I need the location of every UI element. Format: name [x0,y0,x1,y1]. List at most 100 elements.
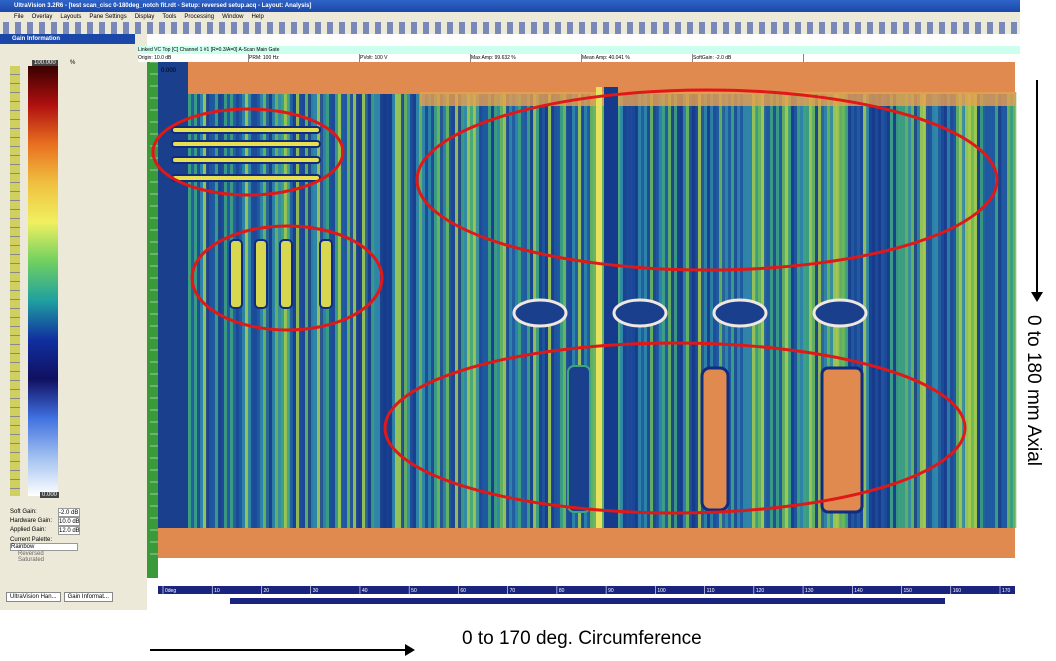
flaw-blob [812,298,868,328]
menu-item[interactable]: Tools [162,14,177,20]
scan-stripe [275,92,281,528]
scan-stripe [875,92,881,528]
gain-value: 12.0 dB [58,526,80,535]
menu-bar: File Overlay Layouts Pane Settings Display To… [0,12,1020,22]
scan-footer [158,558,1015,586]
x-label: 110 [707,588,715,594]
scan-stripe [800,92,806,528]
x-label: 70 [510,588,516,594]
scan-stripe [377,92,381,528]
scan-stripe [797,92,801,528]
scan-stripe [509,92,515,528]
scan-stripe [992,92,996,528]
toolbar [0,22,1020,34]
circ-arrow [150,649,408,651]
scan-stripe [884,92,889,528]
scan-stripe [398,92,403,528]
highlight-ellipse [415,88,999,272]
scan-stripe [938,92,943,528]
gain-row: Hardware Gain: 10.0 dB [10,517,80,526]
scan-stripe [407,92,412,528]
scan-stripe [503,92,507,528]
scan-stripe [887,92,891,528]
x-label: 40 [362,588,368,594]
menu-item[interactable]: Overlay [31,14,53,20]
scan-stripe [896,92,901,528]
axial-label: 0 to 180 mm Axial [1023,315,1044,467]
scan-stripe [233,92,239,528]
scale-max: 100.000 [32,60,58,66]
notch [700,366,730,512]
scan-stripe [959,92,965,528]
scan-stripe [350,92,356,528]
scan-stripe [236,92,240,528]
scan-stripe [452,92,458,528]
scan-stripe [203,92,208,528]
flaw-blob [512,298,568,328]
scan-stripe [374,92,378,528]
scan-stripe [806,92,811,528]
scan-stripe [932,92,938,528]
scan-stripe [383,92,387,528]
scan-stripe [410,92,414,528]
palette-label: Current Palette: [10,537,53,543]
menu-item[interactable]: Help [251,14,264,20]
scan-stripe [785,92,789,528]
scan-stripe [776,92,780,528]
scan-stripe [788,92,792,528]
scan-stripe [692,92,696,528]
scan-stripe [434,92,440,528]
scan-stripe [419,92,423,528]
gain-label: Soft Gain: [10,509,37,515]
scan-stripe [428,92,434,528]
scan-stripe [338,92,342,528]
scan-stripe [239,92,244,528]
tab[interactable]: Gain Informat... [63,592,113,602]
scale-unit: % [70,60,76,66]
scan-stripe [197,92,201,528]
scan-stripe [479,92,484,528]
scan-edge [420,92,1015,106]
scan-stripe [947,92,952,528]
scan-stripe [257,92,262,528]
info-fields: Origin: 10.0 dB PRM: 100 Hz PVolt: 100 V Ma… [138,54,1020,62]
gain-label: Applied Gain: [10,527,47,533]
scan-stripe [680,92,686,528]
scan-stripe [1004,92,1008,528]
scan-stripe [704,92,708,528]
menu-item[interactable]: Window [222,14,244,20]
scan-stripe [476,92,480,528]
menu-item[interactable]: Pane Settings [89,14,127,20]
scan-stripe [347,92,353,528]
scan-stripe [500,92,504,528]
scan-stripe [917,92,921,528]
gain-label: Hardware Gain: [10,518,53,524]
info-field: Origin: 10.0 dB [138,54,249,62]
menu-item[interactable]: File [14,14,24,20]
title-bar: UltraVision 3.2R6 - [test scan_cisc 0-18… [0,0,1020,12]
menu-item[interactable]: Display [134,14,155,20]
ruler [10,66,20,496]
info-field: SoftGain: -2.0 dB [693,54,804,62]
menu-item[interactable]: Processing [184,14,215,20]
scan-stripe [803,92,807,528]
palette-select[interactable]: Rainbow [10,543,78,551]
scan-stripe [710,92,716,528]
gain-rows: Soft Gain: -2.0 dB Hardware Gain: 10.0 dB Ap… [10,508,80,563]
scan-stripe [269,92,274,528]
scan-stripe [485,92,491,528]
scan-stripe [683,92,687,528]
menu-item[interactable]: Layouts [60,14,82,20]
info-field: PRM: 100 Hz [249,54,360,62]
palette-option[interactable]: Reversed [18,551,44,557]
circ-label: 0 to 170 deg. Circumference [462,628,702,649]
tab[interactable]: UltraVision Han... [6,592,61,602]
scan-stripe [425,92,431,528]
palette-option[interactable]: Saturated [18,557,45,563]
scan-stripe [446,92,451,528]
tab-strip: UltraVision Han... Gain Informat... [6,592,113,602]
x-label: 60 [460,588,466,594]
info-field: PVolt: 100 V [360,54,471,62]
